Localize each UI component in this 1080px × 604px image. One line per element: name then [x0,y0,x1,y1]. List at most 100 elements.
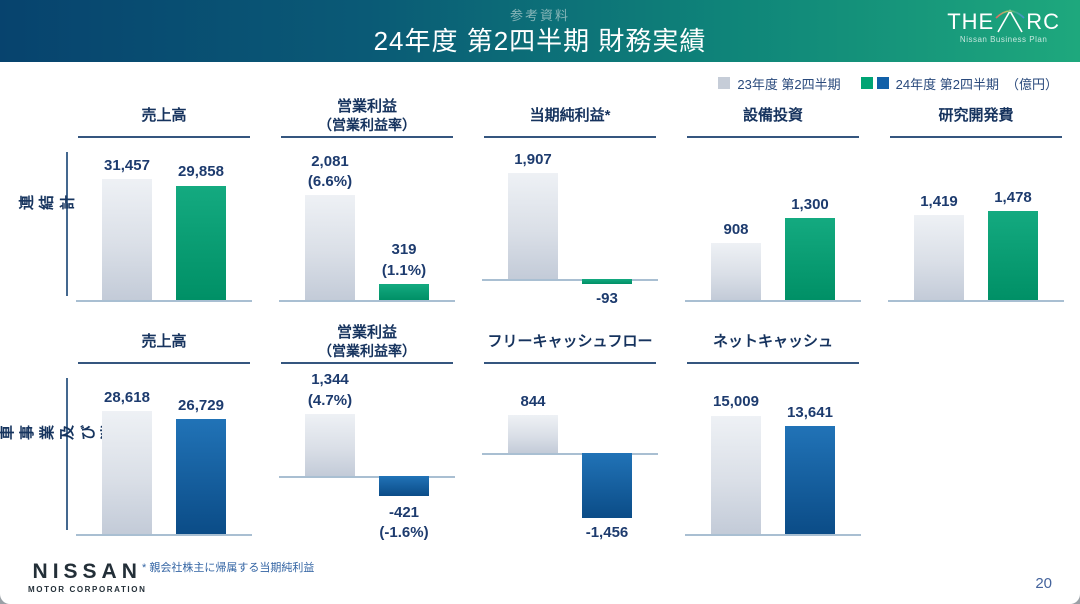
footnote: * 親会社株主に帰属する当期純利益 [142,562,315,574]
chart-title: 研究開発費 [890,96,1062,138]
bar-value: 1,419 [920,192,958,210]
chart-subtitle-text: （営業利益率） [318,342,416,359]
bar-chart: 当期純利益* 1,907 -93 [482,96,658,308]
bar-value: -1,456 [585,523,629,541]
page-number: 20 [1035,575,1052,592]
legend-green-swatch [860,77,873,89]
page-title: 24年度 第2四半期 財務実績 [373,26,707,56]
bar-value-label: 2,081 (6.6%) [275,152,385,193]
chart-title-text: 研究開発費 [938,106,1014,124]
row-consolidated: 連結計 売上高 31,457 29,858 営業利益 （営業利益率） 2,081 (6.6%… [18,96,1064,308]
row-divider-line [66,378,68,530]
bar-chart: 営業利益 （営業利益率） 2,081 (6.6%) 319 (1.1%) [279,96,455,308]
bar-chart: 営業利益 （営業利益率） 1,344 (4.7%) -421 (-1.6%) [279,322,455,542]
empty-chart-slot [890,322,1062,542]
chart-plot: 15,009 13,641 [685,364,861,542]
bar-chart: 設備投資 908 1,300 [685,96,861,308]
current-period-bar [176,185,226,300]
consolidated-charts: 売上高 31,457 29,858 営業利益 （営業利益率） 2,081 (6.6%) 319… [76,96,1064,308]
bar-value-label: 1,300 [755,195,865,215]
bar-value: 908 [723,220,749,238]
bar-value: 1,478 [994,189,1032,207]
bar-chart: 売上高 31,457 29,858 [76,96,252,308]
bar-chart: 研究開発費 1,419 1,478 [888,96,1064,308]
chart-title: 設備投資 [687,96,859,138]
chart-title: 営業利益 （営業利益率） [281,322,453,364]
logo-subtitle: Nissan Business Plan [959,35,1048,44]
bar-value-label: 31,457 [72,156,182,176]
bar-value-label: 1,419 [884,192,994,212]
current-period-bar [582,452,632,518]
chart-title-text: 売上高 [141,106,187,124]
automotive-charts: 売上高 28,618 26,729 営業利益 （営業利益率） 1,344 (4.7%) -42… [76,322,1062,542]
chart-title-text: ネットキャッシュ [712,332,833,350]
current-period-bar [379,476,429,496]
current-period-bar [176,419,226,534]
bar-sub-value: (6.6%) [307,172,353,190]
row-consolidated-label: 連結計 [18,194,77,211]
bar-value-label: 13,641 [755,403,865,423]
legend-unit: （億円） [1005,76,1058,92]
legend-prev-label: 23年度 第2四半期 [737,76,841,92]
bar-value: 29,858 [178,163,224,181]
prev-period-bar [305,413,355,477]
current-period-bar [379,283,429,300]
chart-title: 売上高 [78,96,250,138]
current-period-bar [988,211,1038,300]
bar-value: 319 [391,241,417,259]
prev-period-bar [102,179,152,300]
bar-chart: 売上高 28,618 26,729 [76,322,252,542]
bar-sub-value: (4.7%) [307,391,353,409]
bar-value: -421 [388,503,420,521]
prev-period-bar [508,414,558,453]
chart-title: ネットキャッシュ [687,322,859,364]
chart-title: フリーキャッシュフロー [484,322,656,364]
axis-baseline [482,452,658,455]
bar-value-label: 319 (1.1%) [349,240,459,281]
bar-value-label: 908 [681,220,791,240]
nissan-logo: NISSAN MOTOR CORPORATION [28,560,146,594]
chart-plot: 2,081 (6.6%) 319 (1.1%) [279,138,455,308]
bar-value: 31,457 [104,157,150,175]
chart-plot: 1,907 -93 [482,138,658,308]
bar-value: 1,300 [791,196,829,214]
chart-plot: 908 1,300 [685,138,861,308]
bar-value: 13,641 [787,404,833,422]
chart-title-text: 営業利益 [336,97,397,115]
axis-baseline [685,534,861,536]
logo-rc-text: RC [1026,9,1060,34]
prev-period-bar [508,173,558,279]
header: 参考資料 24年度 第2四半期 財務実績 THE RC Nissan Bu [0,0,1080,62]
legend: 23年度 第2四半期 24年度 第2四半期 （億円） [18,74,1062,92]
bar-value-label: -421 (-1.6%) [349,503,459,544]
current-period-bar [582,278,632,284]
bar-sub-value: (1.1%) [381,261,427,279]
chart-title-text: フリーキャッシュフロー [487,332,653,350]
chart-title-text: 設備投資 [742,106,803,124]
chart-plot: 844 -1,456 [482,364,658,542]
axis-baseline [76,300,252,302]
bar-value-label: 1,344 (4.7%) [275,370,385,411]
bar-value: 28,618 [104,388,150,406]
bar-value-label: 1,907 [478,150,588,170]
chart-title: 営業利益 （営業利益率） [281,96,453,138]
logo-the-text: THE [947,9,995,34]
row-automotive-label-area: 自動車事業 及び消去 [0,322,137,542]
chart-title: 売上高 [78,322,250,364]
chart-title: 当期純利益* [484,96,656,138]
axis-baseline [482,278,658,281]
bar-chart: フリーキャッシュフロー 844 -1,456 [482,322,658,542]
row-divider-line [66,152,68,296]
content: 23年度 第2四半期 24年度 第2四半期 （億円） 連結計 売上高 31,457… [0,62,1080,542]
bar-value-label: 844 [478,392,588,412]
nissan-wordmark: NISSAN [32,560,142,583]
axis-baseline [76,534,252,536]
row-consolidated-label-area: 連結計 [18,96,78,308]
arc-mark-icon [995,9,1025,33]
chart-plot: 1,344 (4.7%) -421 (-1.6%) [279,364,455,542]
prev-period-bar [102,411,152,534]
chart-subtitle-text: （営業利益率） [318,116,416,133]
bar-value: 1,344 [311,371,349,389]
bar-value-label: 26,729 [146,396,256,416]
